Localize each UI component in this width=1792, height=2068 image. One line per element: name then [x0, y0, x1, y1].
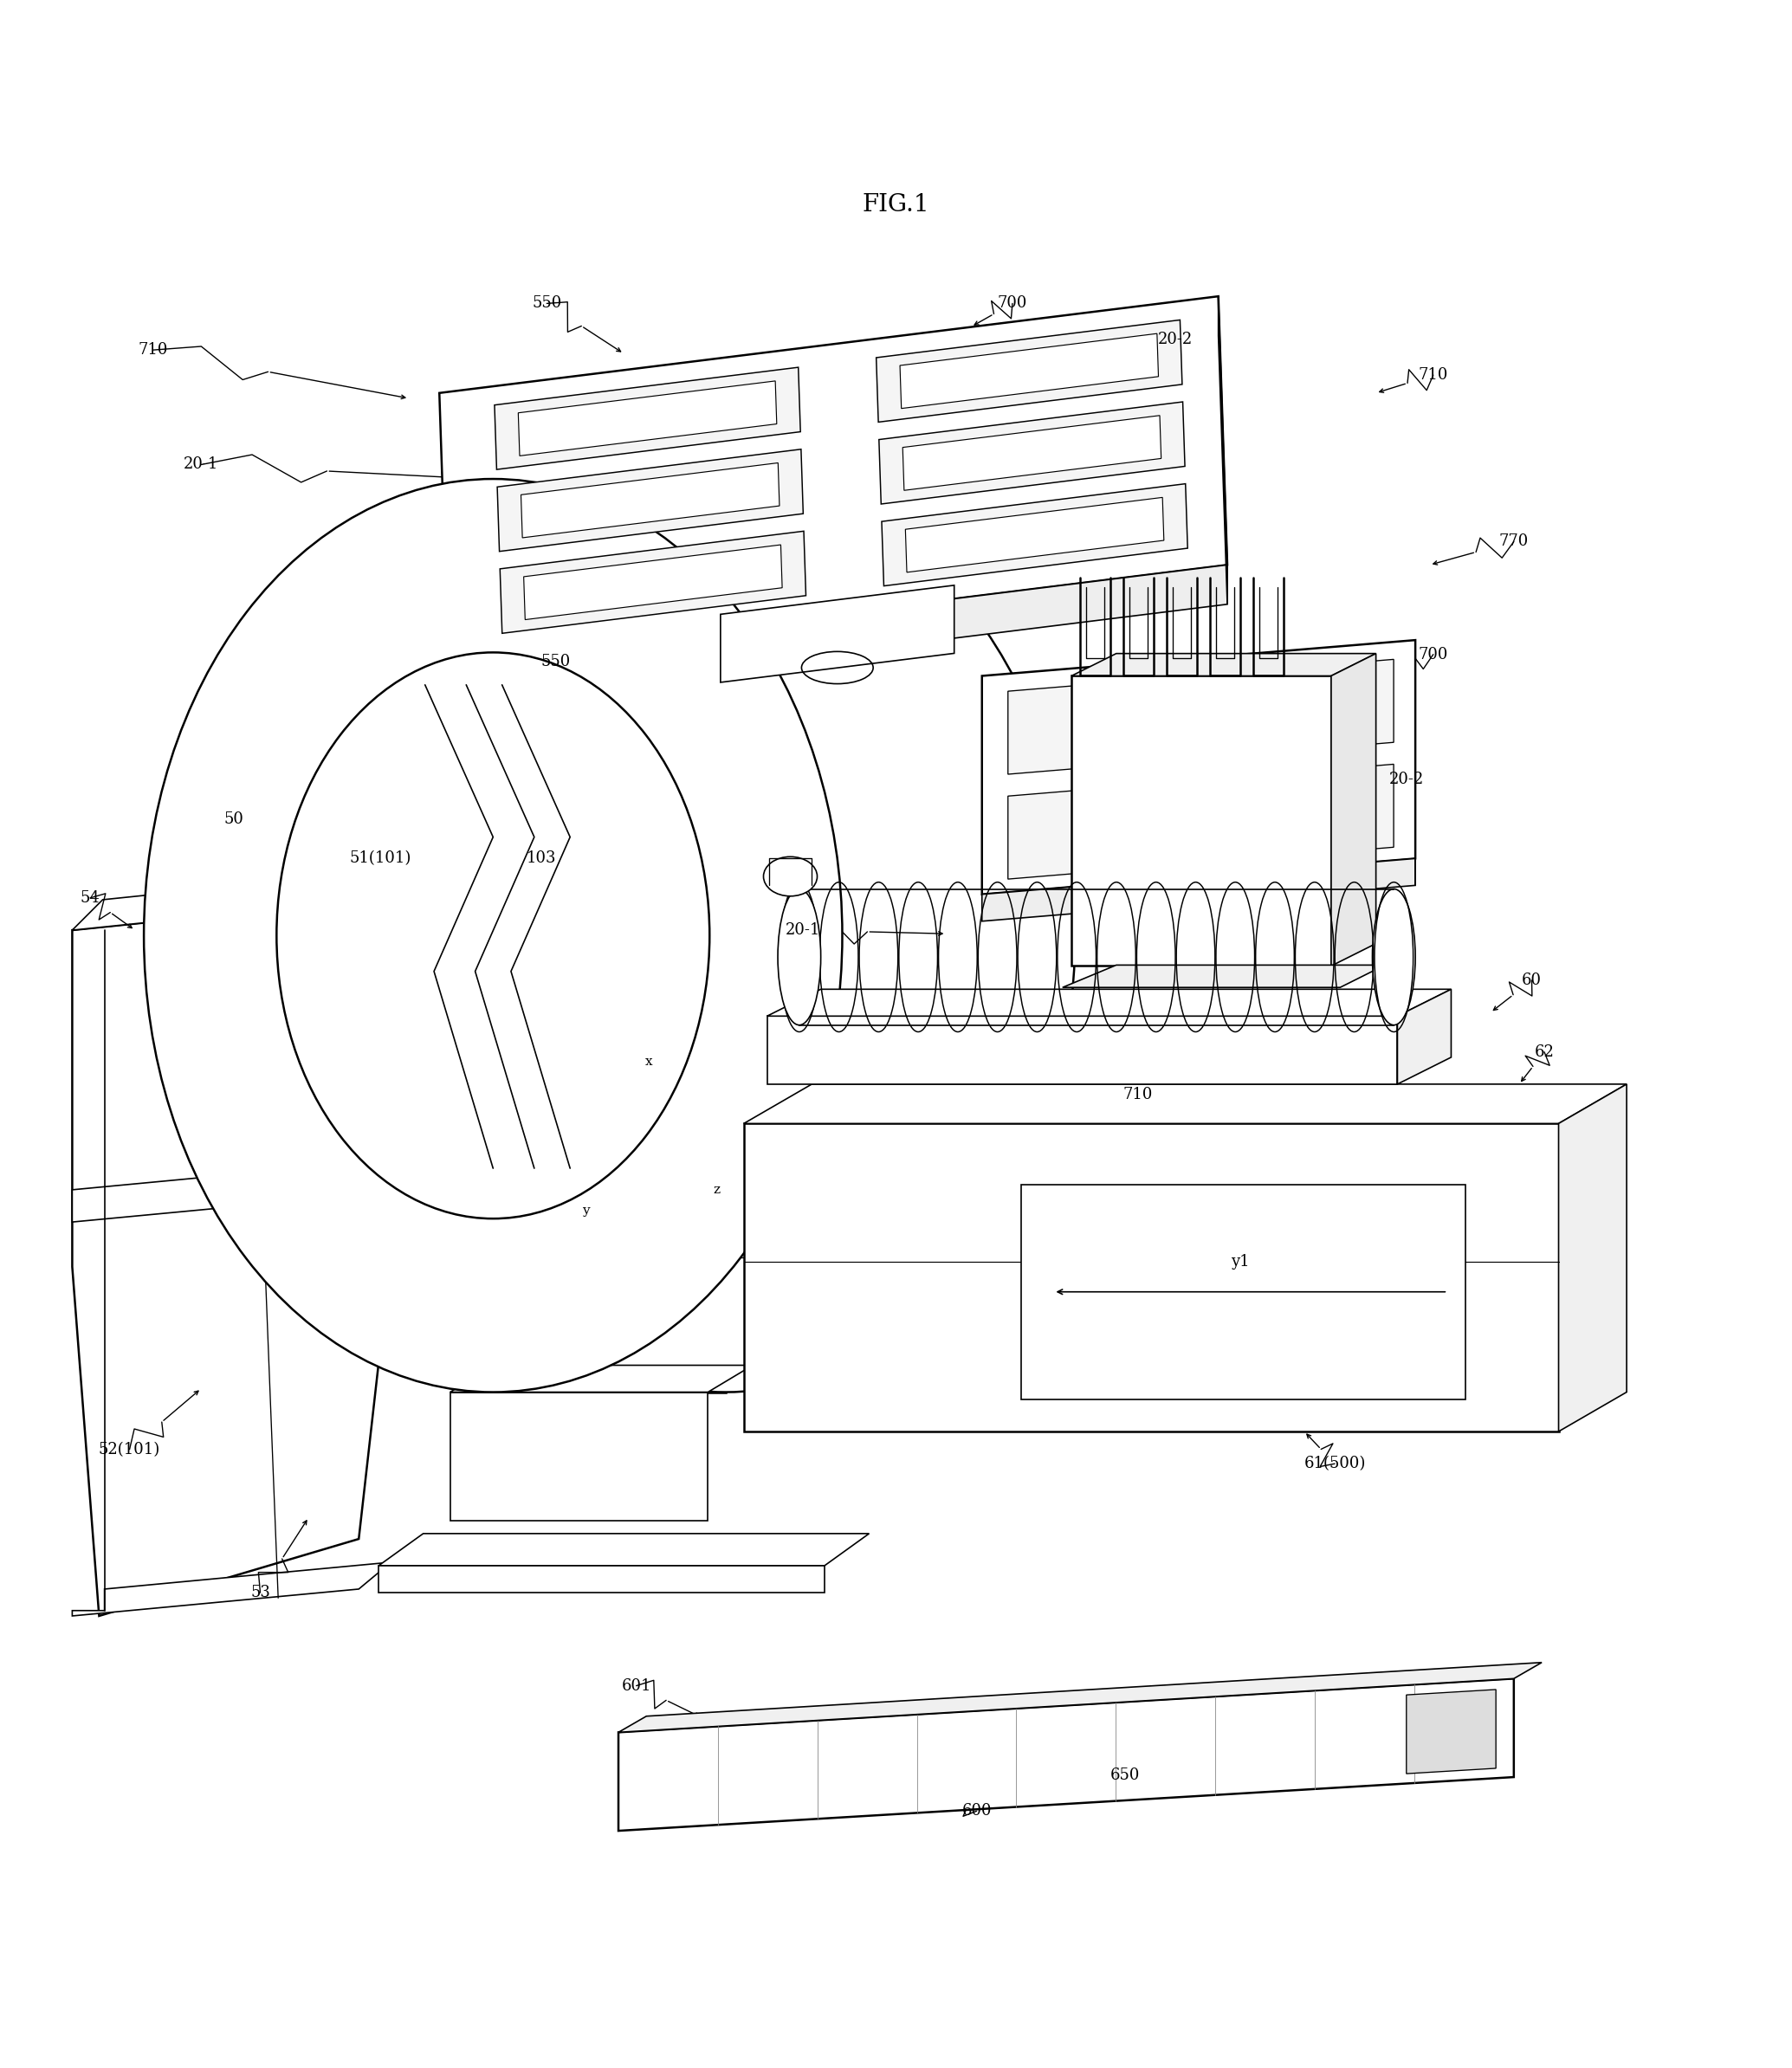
Ellipse shape: [778, 889, 821, 1026]
Text: 550: 550: [541, 653, 570, 670]
Polygon shape: [439, 296, 1228, 662]
Ellipse shape: [276, 651, 710, 1218]
Text: 50: 50: [224, 811, 244, 827]
Polygon shape: [1398, 989, 1452, 1084]
Ellipse shape: [1373, 889, 1416, 1026]
Text: 20-1: 20-1: [785, 922, 821, 939]
Text: 20-2: 20-2: [1158, 331, 1193, 347]
Text: 770: 770: [1498, 534, 1529, 550]
Text: x: x: [645, 1057, 652, 1067]
Polygon shape: [493, 480, 726, 1392]
Polygon shape: [1407, 1690, 1496, 1774]
Polygon shape: [1331, 653, 1376, 966]
Polygon shape: [1145, 776, 1258, 869]
Polygon shape: [905, 498, 1163, 573]
Polygon shape: [450, 1392, 708, 1522]
Polygon shape: [1145, 670, 1258, 763]
Polygon shape: [900, 333, 1158, 409]
Polygon shape: [1559, 1084, 1627, 1431]
Polygon shape: [876, 321, 1183, 422]
Polygon shape: [1281, 660, 1394, 751]
Text: 700: 700: [998, 296, 1027, 312]
Polygon shape: [618, 1679, 1514, 1830]
Polygon shape: [1007, 682, 1120, 773]
Text: 103: 103: [527, 850, 556, 866]
Text: 601: 601: [622, 1677, 650, 1694]
Polygon shape: [450, 1365, 753, 1392]
Polygon shape: [1219, 296, 1228, 604]
Polygon shape: [448, 565, 1228, 701]
Polygon shape: [720, 585, 953, 682]
Polygon shape: [1072, 676, 1331, 966]
Polygon shape: [1072, 653, 1376, 676]
Polygon shape: [1063, 966, 1385, 986]
Text: 62: 62: [1534, 1044, 1554, 1059]
Polygon shape: [618, 1663, 1541, 1733]
Polygon shape: [521, 463, 780, 538]
Polygon shape: [518, 381, 776, 455]
Text: y: y: [582, 1204, 590, 1216]
Polygon shape: [495, 368, 801, 469]
Text: 600: 600: [962, 1803, 991, 1820]
Ellipse shape: [763, 856, 817, 895]
Text: 550: 550: [532, 296, 561, 312]
Text: 54: 54: [81, 889, 100, 906]
Polygon shape: [982, 641, 1416, 893]
Ellipse shape: [143, 480, 842, 1392]
Polygon shape: [1021, 1185, 1466, 1400]
Text: 52(101): 52(101): [99, 1441, 161, 1458]
Text: 710: 710: [1417, 368, 1448, 383]
Polygon shape: [982, 858, 1416, 920]
Polygon shape: [523, 544, 781, 620]
Text: 51(101): 51(101): [349, 850, 410, 866]
Text: 710: 710: [138, 341, 168, 358]
Polygon shape: [767, 1015, 1398, 1084]
Polygon shape: [882, 484, 1188, 585]
Text: 61(500): 61(500): [1305, 1456, 1366, 1472]
Polygon shape: [903, 416, 1161, 490]
Polygon shape: [1281, 765, 1394, 856]
Text: 20-2: 20-2: [1389, 771, 1425, 788]
Polygon shape: [744, 1123, 1559, 1431]
Text: FIG.1: FIG.1: [862, 192, 930, 217]
Polygon shape: [378, 1565, 824, 1592]
Text: y1: y1: [1231, 1253, 1249, 1270]
Text: 700: 700: [1417, 647, 1448, 662]
Text: z: z: [713, 1185, 720, 1195]
Polygon shape: [878, 401, 1185, 505]
Text: 53: 53: [251, 1584, 271, 1601]
Text: 20-1: 20-1: [185, 457, 219, 472]
Text: 650: 650: [1111, 1768, 1140, 1783]
Polygon shape: [1007, 786, 1120, 879]
Polygon shape: [378, 1534, 869, 1565]
Polygon shape: [496, 449, 803, 552]
Polygon shape: [744, 1084, 1627, 1123]
Polygon shape: [72, 1561, 391, 1615]
Polygon shape: [72, 869, 398, 931]
Text: 60: 60: [1521, 972, 1541, 989]
Polygon shape: [72, 1160, 394, 1222]
Polygon shape: [767, 989, 1452, 1015]
Ellipse shape: [376, 480, 1075, 1392]
Polygon shape: [72, 900, 394, 1615]
Text: 710: 710: [1124, 1088, 1152, 1102]
Polygon shape: [500, 531, 806, 633]
